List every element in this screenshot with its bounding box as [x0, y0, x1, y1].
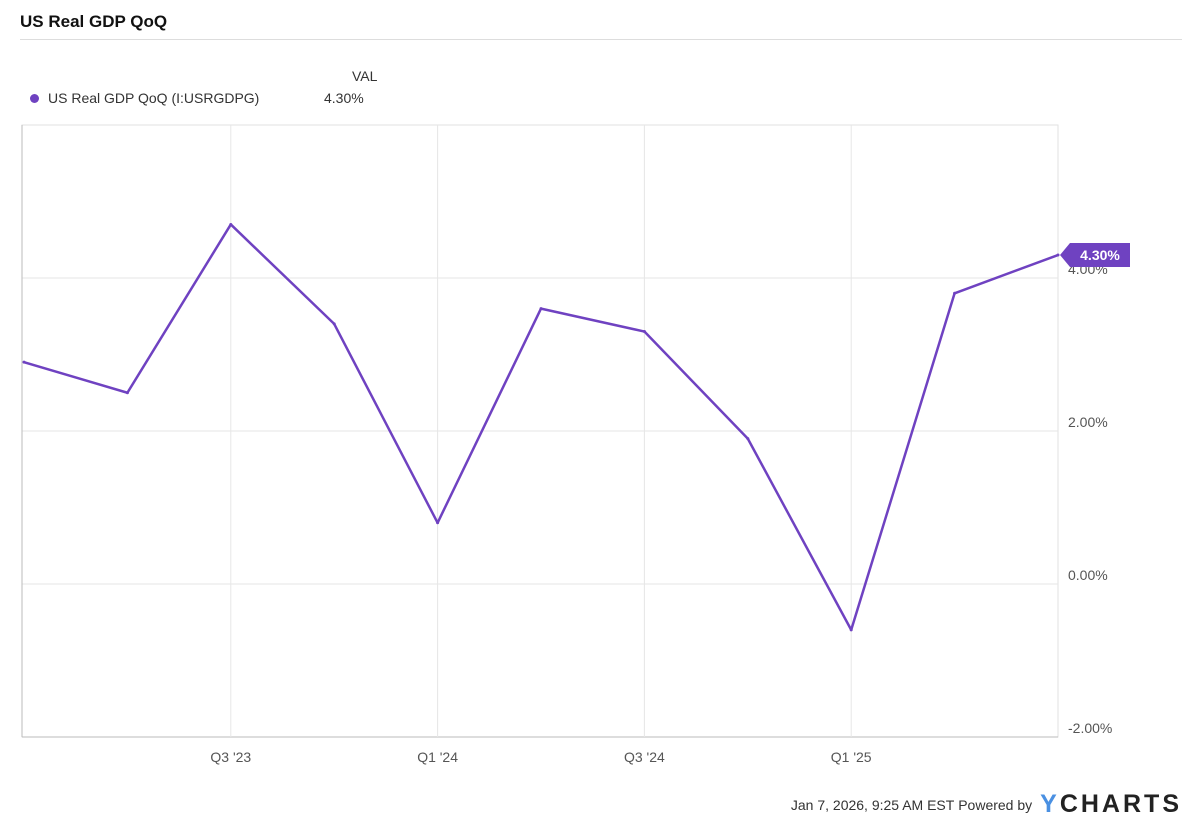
data-point: [849, 628, 853, 632]
legend-series-name: US Real GDP QoQ (I:USRGDPG): [48, 90, 260, 106]
y-tick-label: 0.00%: [1068, 567, 1108, 583]
data-point: [746, 437, 750, 441]
data-point: [436, 521, 440, 525]
x-tick-label: Q3 '24: [624, 749, 665, 765]
title-divider: [20, 39, 1182, 40]
legend-val-header: VAL: [352, 68, 378, 84]
y-tick-label: 2.00%: [1068, 414, 1108, 430]
data-point: [229, 222, 233, 226]
legend-entry[interactable]: US Real GDP QoQ (I:USRGDPG): [30, 90, 259, 106]
data-point: [642, 330, 646, 334]
data-point: [1056, 253, 1060, 257]
data-point: [332, 322, 336, 326]
x-tick-label: Q3 '23: [210, 749, 251, 765]
legend-series-value: 4.30%: [324, 90, 364, 106]
timestamp: Jan 7, 2026, 9:25 AM EST: [790, 796, 955, 813]
series-dot-icon: [30, 93, 39, 103]
data-point: [953, 291, 957, 295]
data-point: [539, 307, 543, 311]
ycharts-logo[interactable]: YCHARTS: [1040, 790, 1182, 819]
last-value-label: 4.30%: [1080, 247, 1120, 263]
y-tick-label: -2.00%: [1068, 720, 1112, 736]
logo-text: CHARTS: [1059, 790, 1182, 818]
powered-by: Powered by: [958, 796, 1033, 813]
data-point: [22, 360, 26, 364]
last-value-badge: [1060, 243, 1130, 268]
footer: Jan 7, 2026, 9:25 AM EST Powered by YCHA…: [791, 790, 1182, 819]
data-point: [125, 391, 129, 395]
series-line: [23, 223, 1059, 632]
logo-y: Y: [1040, 790, 1060, 818]
x-tick-label: Q1 '25: [831, 749, 872, 765]
x-tick-label: Q1 '24: [417, 749, 458, 765]
chart-title: US Real GDP QoQ: [20, 12, 168, 31]
